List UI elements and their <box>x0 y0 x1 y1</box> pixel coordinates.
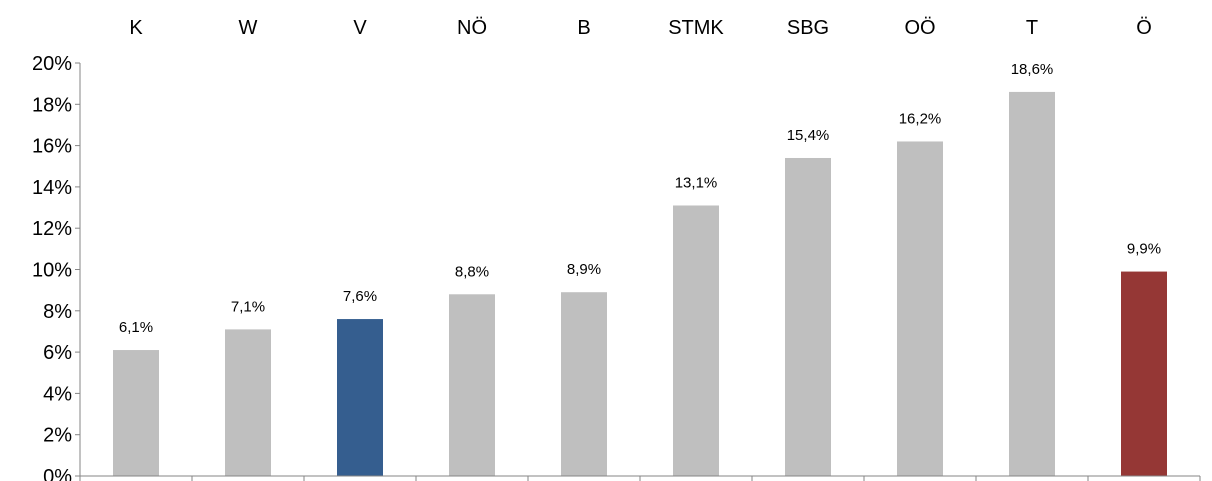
bar <box>225 329 271 476</box>
data-label: 8,8% <box>455 263 489 280</box>
data-label: 13,1% <box>675 174 718 191</box>
category-label: NÖ <box>457 17 487 39</box>
data-label: 8,9% <box>567 261 601 278</box>
y-tick-label: 16% <box>32 136 72 158</box>
y-tick-label: 12% <box>32 218 72 240</box>
bar-series <box>113 91 1167 477</box>
category-label: T <box>1026 17 1038 39</box>
data-label: 16,2% <box>899 110 942 127</box>
y-tick-label: 8% <box>43 301 72 323</box>
y-tick-label: 18% <box>32 94 72 116</box>
axes <box>79 63 1201 481</box>
y-tick-label: 14% <box>32 177 72 199</box>
y-tick-label: 10% <box>32 260 72 282</box>
data-label: 15,4% <box>787 127 830 144</box>
y-tick-label: 2% <box>43 425 72 447</box>
y-tick-label: 20% <box>32 53 72 75</box>
y-tick-label: 6% <box>43 342 72 364</box>
category-label: Ö <box>1136 17 1152 39</box>
bar <box>673 205 719 477</box>
data-labels: 6,1% 7,1% 7,6% 8,8% 8,9% 13,1% 15,4% 16,2% 18,6%… <box>119 61 1161 336</box>
category-label: K <box>129 17 143 39</box>
data-label: 7,1% <box>231 298 265 315</box>
category-labels: K W V NÖ B STMK SBG OÖ T Ö <box>129 17 1151 39</box>
data-label: 7,6% <box>343 288 377 305</box>
bar <box>1121 271 1167 476</box>
bar <box>1009 91 1055 476</box>
bar <box>449 294 495 476</box>
category-label: SBG <box>787 17 829 39</box>
y-tick-label: 0% <box>43 466 72 481</box>
y-tick-label: 4% <box>43 383 72 405</box>
bar <box>785 157 831 477</box>
category-label: V <box>353 17 367 39</box>
bar <box>897 141 943 476</box>
data-label: 6,1% <box>119 319 153 336</box>
category-label: B <box>577 17 590 39</box>
data-label: 18,6% <box>1011 61 1054 78</box>
data-label: 9,9% <box>1127 241 1161 258</box>
bar <box>561 292 607 476</box>
category-label: STMK <box>668 17 724 39</box>
bar <box>337 319 383 476</box>
category-label: W <box>239 17 258 39</box>
bar <box>113 350 159 476</box>
category-label: OÖ <box>904 17 935 39</box>
y-axis-ticks: 0% 2% 4% 6% 8% 10% 12% 14% 16% 18% 20% <box>32 53 80 481</box>
